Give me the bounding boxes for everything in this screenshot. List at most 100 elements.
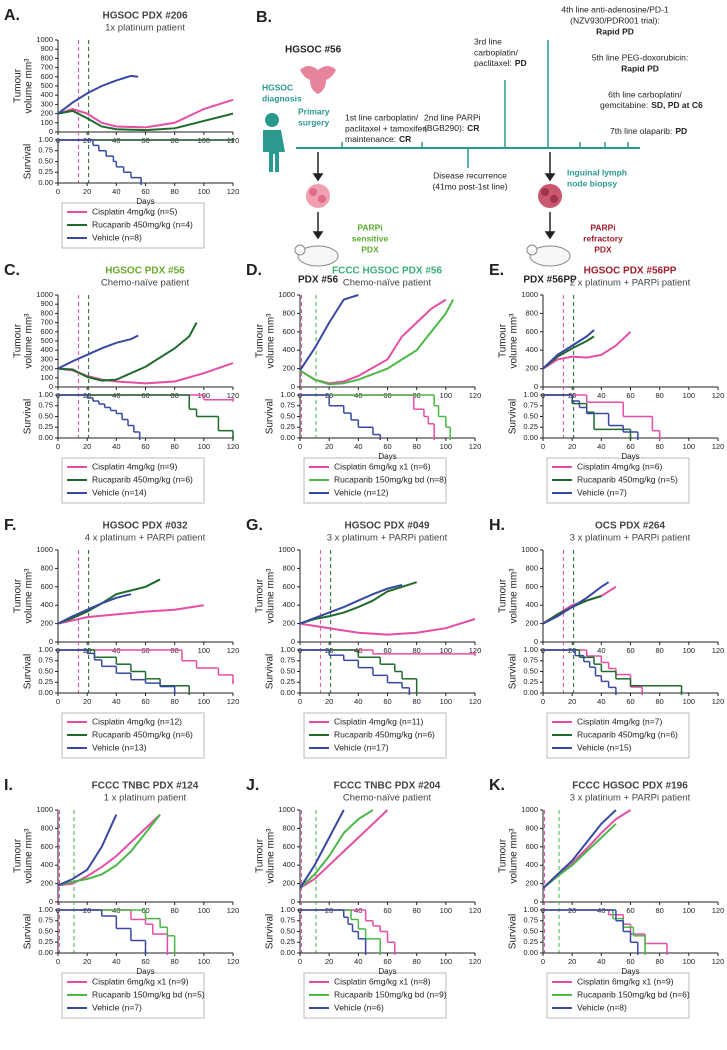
- y-axis-label: volume mm³: [509, 568, 520, 624]
- panel-label: E.: [489, 262, 504, 279]
- legend-label: Cisplatin 4mg/kg (n=12): [92, 716, 182, 726]
- legend-label: Rucaparib 450mg/kg (n=6): [334, 729, 435, 739]
- tumour-line: [542, 329, 595, 370]
- chart-subtitle: 2 x platinum + PARPi patient: [570, 278, 691, 289]
- y-axis-label: Tumour: [255, 578, 266, 613]
- survival-chart: 0.00 0.25 0.500.75 1.00 0 20 40 60 80 100 120 Survi…: [265, 645, 482, 706]
- tumour-line: [542, 581, 610, 625]
- diagram-label: carboplatin/: [474, 47, 519, 57]
- survival-chart: 0.00 0.25 0.500.75 1.00 0 20 40 60 80 100 120 Survi…: [508, 390, 725, 461]
- y-tick-label: 100: [40, 118, 53, 127]
- y-tick-label: 800: [282, 823, 295, 832]
- tumour-line: [57, 593, 132, 625]
- x-tick-label: 80: [412, 697, 420, 706]
- y-tick-label: 0.00: [38, 178, 53, 187]
- legend-label: Rucaparib 150mg/kg bd (n=6): [577, 989, 690, 999]
- x-tick-label: 40: [597, 697, 605, 706]
- tumour-chart: 0 200 400 600 800 1000 0 20 40 60 80 100 120 Tumourvo…: [489, 262, 724, 504]
- y-tick-label: 700: [40, 63, 53, 72]
- legend-label: Cisplatin 6mg/kg x1 (n=8): [334, 976, 431, 986]
- x-tick-label: 120: [227, 906, 240, 915]
- y-axis-label: volume mm³: [509, 828, 520, 884]
- x-tick-label: 80: [655, 442, 663, 451]
- x-tick-label: 80: [170, 442, 178, 451]
- y-tick-label: 0.75: [38, 656, 53, 665]
- diagram-label: paclitaxel: PD: [474, 58, 527, 68]
- survival-chart: 0.00 0.25 0.500.75 1.00 0 20 40 60 80 100 120 Survi…: [23, 390, 240, 451]
- x-tick-label: 80: [412, 957, 420, 966]
- y-tick-label: 800: [282, 563, 295, 572]
- y-tick-label: 0.00: [38, 433, 53, 442]
- x-tick-label: 0: [56, 187, 60, 196]
- diagram-label: CR: [399, 134, 411, 144]
- x-tick-label: 20: [568, 442, 576, 451]
- y-tick-label: 600: [525, 582, 538, 591]
- y-tick-label: 700: [40, 318, 53, 327]
- y-tick-label: 0.50: [280, 666, 295, 675]
- y-tick-label: 1.00: [280, 905, 295, 914]
- tumour-icon: [306, 184, 562, 208]
- y-tick-label: 200: [525, 879, 538, 888]
- x-tick-label: 60: [626, 646, 634, 655]
- tumour-line: [57, 578, 161, 625]
- y-tick-label: 800: [40, 53, 53, 62]
- y-tick-label: 0.00: [38, 948, 53, 957]
- legend-label: Vehicle (n=6): [334, 1002, 384, 1012]
- chart-title: HGSOC PDX #206: [102, 11, 187, 22]
- x-tick-label: 80: [655, 391, 663, 400]
- x-tick-label: 60: [626, 697, 634, 706]
- y-axis-label: volume mm³: [24, 828, 35, 884]
- diagram-title: HGSOC #56: [285, 45, 342, 56]
- tumour-chart: 0 200 400 600 800 1000 0 20 40 60 80 100 120 Tumourvo…: [246, 517, 482, 759]
- x-tick-label: 60: [626, 906, 634, 915]
- x-tick-label: 120: [712, 646, 725, 655]
- x-tick-label: 100: [198, 442, 211, 451]
- y-tick-label: 400: [40, 860, 53, 869]
- diagram-label: PARPi: [357, 222, 382, 232]
- y-axis-label: Tumour: [255, 838, 266, 873]
- x-tick-label: 40: [597, 646, 605, 655]
- y-axis-label: Tumour: [13, 578, 24, 613]
- x-tick-label: 80: [412, 906, 420, 915]
- y-tick-label: 800: [40, 823, 53, 832]
- y-tick-label: 600: [282, 327, 295, 336]
- diagram-label: 7th line olaparib: PD: [610, 126, 687, 136]
- x-tick-label: 100: [440, 646, 453, 655]
- legend-label: Rucaparib 450mg/kg (n=6): [92, 729, 193, 739]
- tumour-line: [57, 98, 234, 129]
- y-tick-label: 0: [49, 382, 53, 391]
- tumour-line: [299, 809, 345, 889]
- x-tick-label: 80: [655, 906, 663, 915]
- x-tick-label: 100: [683, 906, 696, 915]
- y-tick-label: 0.00: [38, 688, 53, 697]
- tumour-chart: 0 200 400 600 800 1000 0 20 40 60 80 100 120 Tumourvo…: [246, 262, 481, 504]
- diagram-label: surgery: [298, 117, 329, 127]
- y-tick-label: 100: [40, 373, 53, 382]
- y-axis-label: Survival: [265, 399, 276, 435]
- y-tick-label: 200: [40, 619, 53, 628]
- y-tick-label: 0.25: [523, 422, 538, 431]
- x-tick-label: 120: [227, 391, 240, 400]
- chart-title: FCCC TNBC PDX #204: [334, 781, 441, 792]
- y-axis-label: Survival: [23, 399, 34, 435]
- panel-label: F.: [4, 517, 16, 534]
- x-tick-label: 100: [198, 187, 211, 196]
- x-tick-label: 80: [412, 442, 420, 451]
- x-tick-label: 120: [469, 646, 482, 655]
- y-tick-label: 0: [534, 382, 538, 391]
- x-tick-label: 20: [325, 697, 333, 706]
- legend-label: Cisplatin 4mg/kg (n=5): [92, 206, 177, 216]
- y-tick-label: 0.50: [38, 926, 53, 935]
- legend-label: Rucaparib 450mg/kg (n=6): [92, 474, 193, 484]
- x-tick-label: 0: [298, 957, 302, 966]
- y-tick-label: 200: [525, 364, 538, 373]
- diagram-label: (41mo post-1st line): [432, 181, 507, 191]
- y-tick-label: 1000: [36, 290, 53, 299]
- y-tick-label: 0.50: [523, 666, 538, 675]
- x-tick-label: 100: [440, 391, 453, 400]
- y-tick-label: 400: [525, 600, 538, 609]
- y-tick-label: 0.75: [38, 401, 53, 410]
- x-tick-label: 40: [354, 442, 362, 451]
- x-tick-label: 40: [354, 697, 362, 706]
- y-tick-label: 0: [49, 897, 53, 906]
